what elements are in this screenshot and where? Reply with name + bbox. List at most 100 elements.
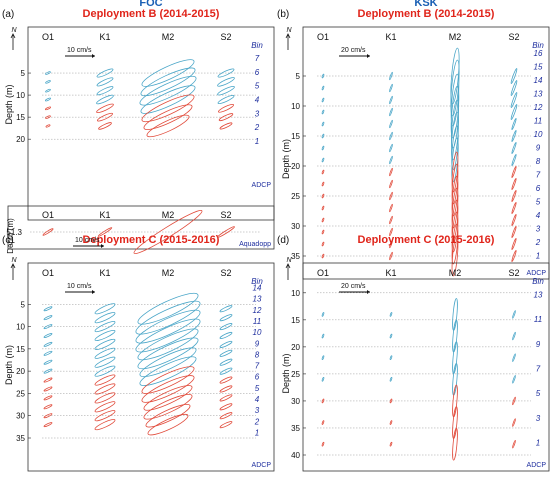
tidal-ellipse-s2: [219, 385, 233, 393]
tidal-ellipse-o1: [43, 404, 53, 410]
tidal-ellipse-m2: [145, 404, 191, 428]
station-label-s2: S2: [220, 268, 231, 278]
bin-number: 1: [536, 439, 540, 448]
tidal-ellipse-o1: [321, 217, 325, 223]
tidal-ellipse-s2: [219, 340, 233, 348]
bin-number: 4: [255, 395, 260, 404]
north-arrow-head: [10, 33, 16, 39]
bin-number: 8: [255, 350, 260, 359]
ytick-label: 10: [291, 289, 300, 298]
tidal-ellipse-m2: [137, 337, 199, 370]
tidal-ellipse-k1: [94, 303, 116, 315]
inset-scale-label: 10 cm/s: [75, 237, 100, 244]
ytick-label: 40: [291, 451, 300, 460]
tidal-ellipse-s2: [217, 68, 235, 78]
ytick-label: 15: [16, 113, 25, 122]
tidal-ellipse-k1: [389, 119, 393, 129]
tidal-ellipse-o1: [45, 124, 51, 128]
tidal-ellipse-s2: [512, 418, 516, 427]
panel-b-frame: [302, 26, 550, 280]
tidal-ellipse-o1: [43, 368, 53, 374]
tidal-ellipse-o1: [45, 88, 51, 93]
ytick-label: 5: [296, 72, 301, 81]
panel-a-footer: ADCP: [252, 182, 272, 189]
bin-number: 3: [255, 109, 260, 118]
tidal-ellipse-m2: [452, 427, 458, 461]
bin-number: 15: [534, 62, 543, 71]
tidal-ellipse-o1: [321, 312, 325, 317]
inset-station-label: K1: [99, 210, 110, 220]
tidal-ellipse-o1: [43, 413, 53, 419]
panel-a-ylabel: Depth (m): [4, 84, 14, 124]
tidal-ellipse-m2: [450, 85, 460, 139]
panel-c-ylabel: Depth (m): [4, 345, 14, 385]
bin-number: 7: [255, 362, 260, 371]
panel-c-north-label: N: [11, 257, 17, 264]
tidal-ellipse-o1: [45, 115, 51, 119]
tidal-ellipse-o1: [45, 80, 51, 84]
tidal-ellipse-m2: [141, 366, 195, 394]
tidal-ellipse-o1: [43, 422, 53, 428]
panel-d-letter: (d): [277, 235, 289, 246]
station-label-k1: K1: [99, 32, 110, 42]
bin-number: 4: [536, 211, 541, 220]
ytick-label: 15: [16, 345, 25, 354]
tidal-ellipse-s2: [219, 314, 233, 322]
bin-number: 8: [536, 157, 541, 166]
tidal-ellipse-k1: [389, 239, 393, 249]
tidal-ellipse-o1: [43, 315, 53, 321]
tidal-ellipse-m2: [135, 300, 201, 335]
tidal-ellipse-s2: [217, 85, 235, 96]
tidal-ellipse-o1: [43, 333, 53, 338]
north-arrow-head: [285, 263, 291, 269]
tidal-ellipse-s2: [512, 440, 516, 449]
tidal-ellipse-s2: [511, 141, 517, 155]
tidal-ellipse-k1: [94, 321, 116, 333]
panel-b-group-title: KSK: [414, 0, 437, 9]
panel-d-bin-header: Bin: [532, 277, 544, 286]
tidal-ellipse-s2: [512, 331, 516, 341]
tidal-ellipse-m2: [141, 94, 195, 123]
tidal-ellipse-o1: [321, 333, 325, 339]
panel-c-bin-header: Bin: [251, 277, 263, 286]
tidal-ellipse-s2: [511, 213, 517, 227]
station-label-k1: K1: [99, 268, 110, 278]
tidal-ellipse-s2: [219, 358, 233, 366]
inset-station-label: S2: [220, 210, 231, 220]
tidal-ellipse-m2: [451, 99, 459, 149]
tidal-ellipse-s2: [510, 68, 518, 84]
tidal-ellipse-m2: [141, 375, 195, 403]
tidal-ellipse-o1: [321, 157, 325, 163]
tidal-ellipse-m2: [135, 309, 201, 344]
tidal-ellipse-k1: [94, 401, 116, 413]
tidal-ellipse-m2: [143, 104, 193, 130]
scale-bar-head: [367, 290, 370, 294]
tidal-ellipse-k1: [389, 83, 393, 93]
tidal-ellipse-o1: [321, 253, 325, 259]
tidal-ellipse-m2: [137, 292, 199, 325]
bin-number: 1: [255, 137, 259, 146]
tidal-ellipse-s2: [512, 375, 516, 384]
tidal-ellipse-o1: [43, 377, 53, 383]
tidal-ellipse-k1: [389, 227, 393, 237]
tidal-ellipse-s2: [219, 323, 233, 331]
ytick-label: 35: [291, 252, 300, 261]
tidal-ellipse-k1: [96, 68, 114, 78]
tidal-ellipse-k1: [94, 365, 116, 377]
bin-number: 10: [253, 328, 262, 337]
panel-b-bin-header: Bin: [532, 41, 544, 50]
tidal-ellipse-o1: [321, 145, 325, 151]
inset-ellipse: [42, 228, 54, 236]
tidal-ellipse-o1: [321, 377, 325, 382]
station-label-o1: O1: [42, 268, 54, 278]
station-label-o1: O1: [317, 268, 329, 278]
tidal-ellipse-s2: [511, 129, 517, 143]
tidal-ellipse-k1: [389, 107, 393, 117]
tidal-ellipse-m2: [143, 394, 193, 420]
bin-number: 6: [255, 68, 260, 77]
tidal-ellipse-k1: [389, 333, 393, 339]
tidal-ellipse-o1: [43, 341, 53, 347]
bin-number: 13: [534, 89, 543, 98]
bin-number: 5: [255, 82, 260, 91]
tidal-ellipse-k1: [94, 347, 116, 359]
